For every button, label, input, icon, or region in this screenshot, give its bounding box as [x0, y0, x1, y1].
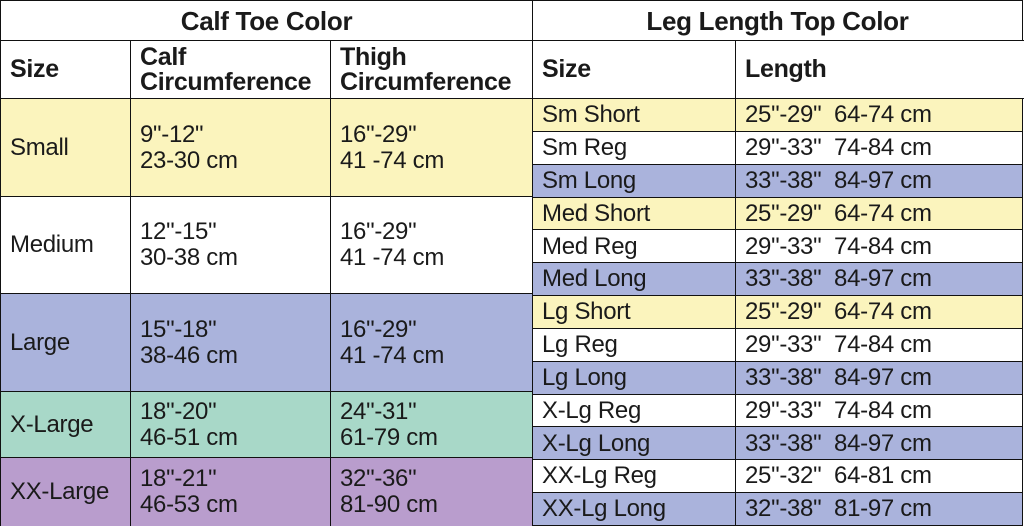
measurement-cell: 16"-29" 41 -74 cm — [330, 196, 535, 295]
size-cell: X-Lg Reg — [532, 393, 737, 428]
column-header: Size — [0, 40, 132, 99]
cell-line: 38-46 cm — [140, 341, 238, 369]
cell-line: 24"-31" — [340, 397, 417, 425]
length-cell: 29"-33" 74-84 cm — [735, 393, 1023, 428]
column-header: Calf Circumference — [130, 40, 332, 99]
size-cell: Med Long — [532, 262, 737, 297]
size-cell: X-Lg Long — [532, 426, 737, 461]
cell-line: 46-53 cm — [140, 490, 238, 518]
table-title: Calf Toe Color — [0, 0, 533, 41]
size-cell: Lg Reg — [532, 327, 737, 363]
length-cell: 25"-32" 64-81 cm — [735, 459, 1023, 494]
size-cell: Med Reg — [532, 229, 737, 264]
cell-line: 46-51 cm — [140, 423, 238, 451]
cell-line: Circumference — [140, 67, 312, 96]
size-cell: Lg Long — [532, 360, 737, 396]
cell-line: 23-30 cm — [140, 146, 238, 174]
size-cell: Lg Short — [532, 295, 737, 330]
cell-line: 18"-21" — [140, 464, 217, 492]
cell-line: Thigh — [340, 42, 407, 71]
length-cell: 32"-38" 81-97 cm — [735, 492, 1023, 526]
size-cell: XX-Lg Long — [532, 492, 737, 526]
length-cell: 33"-38" 84-97 cm — [735, 426, 1023, 461]
cell-line: 32"-36" — [340, 464, 417, 492]
size-cell: Sm Long — [532, 163, 737, 199]
cell-line: 81-90 cm — [340, 490, 438, 518]
length-cell: 33"-38" 84-97 cm — [735, 360, 1023, 396]
length-cell: 29"-33" 74-84 cm — [735, 130, 1023, 166]
cell-line: 41 -74 cm — [340, 146, 445, 174]
measurement-cell: 16"-29" 41 -74 cm — [330, 98, 535, 198]
measurement-cell: 15"-18" 38-46 cm — [130, 293, 332, 393]
size-cell: Medium — [0, 196, 132, 295]
cell-line: 9"-12" — [140, 120, 204, 148]
cell-line: 16"-29" — [340, 218, 417, 246]
measurement-cell: 18"-21" 46-53 cm — [130, 457, 332, 526]
measurement-cell: 32"-36" 81-90 cm — [330, 457, 535, 526]
cell-line: 15"-18" — [140, 315, 217, 343]
column-header: Thigh Circumference — [330, 40, 535, 99]
measurement-cell: 18"-20" 46-51 cm — [130, 391, 332, 459]
size-cell: XX-Lg Reg — [532, 459, 737, 494]
measurement-cell: 24"-31" 61-79 cm — [330, 391, 535, 459]
size-cell: Sm Reg — [532, 130, 737, 166]
column-header: Size — [532, 40, 737, 99]
cell-line: 41 -74 cm — [340, 244, 445, 272]
cell-line: Calf — [140, 42, 187, 71]
cell-line: Circumference — [340, 67, 512, 96]
length-cell: 25"-29" 64-74 cm — [735, 98, 1023, 133]
cell-line: 16"-29" — [340, 315, 417, 343]
length-cell: 29"-33" 74-84 cm — [735, 229, 1023, 264]
measurement-cell: 12"-15" 30-38 cm — [130, 196, 332, 295]
length-cell: 33"-38" 84-97 cm — [735, 262, 1023, 297]
measurement-cell: 16"-29" 41 -74 cm — [330, 293, 535, 393]
size-cell: Large — [0, 293, 132, 393]
size-cell: XX-Large — [0, 457, 132, 526]
cell-line: 41 -74 cm — [340, 341, 445, 369]
size-cell: Sm Short — [532, 98, 737, 133]
measurement-cell: 9"-12" 23-30 cm — [130, 98, 332, 198]
size-cell: Med Short — [532, 196, 737, 231]
cell-line: 16"-29" — [340, 120, 417, 148]
table-title: Leg Length Top Color — [532, 0, 1023, 41]
size-cell: Small — [0, 98, 132, 198]
length-cell: 33"-38" 84-97 cm — [735, 163, 1023, 199]
column-header: Length — [735, 40, 1024, 99]
cell-line: 30-38 cm — [140, 244, 238, 272]
size-cell: X-Large — [0, 391, 132, 459]
cell-line: 61-79 cm — [340, 423, 438, 451]
length-cell: 25"-29" 64-74 cm — [735, 196, 1023, 231]
cell-line: 18"-20" — [140, 397, 217, 425]
length-cell: 29"-33" 74-84 cm — [735, 327, 1023, 363]
cell-line: 12"-15" — [140, 218, 217, 246]
length-cell: 25"-29" 64-74 cm — [735, 295, 1023, 330]
